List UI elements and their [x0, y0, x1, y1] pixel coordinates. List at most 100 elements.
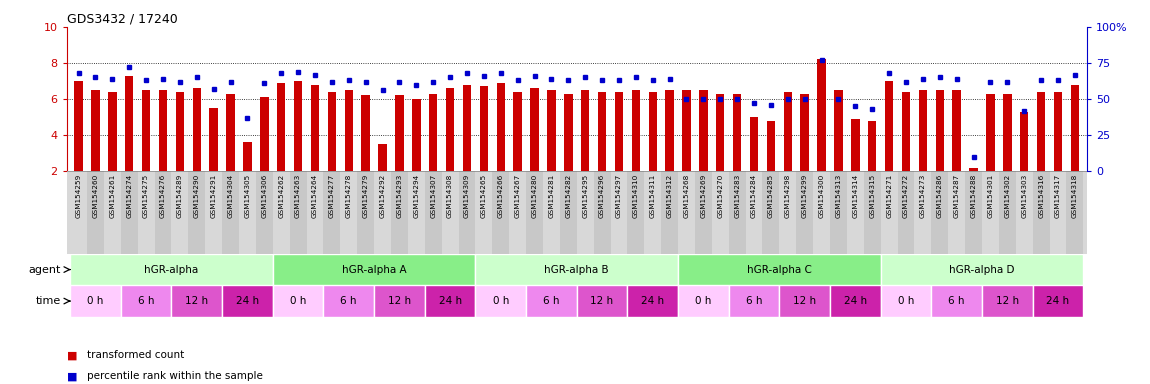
- Text: GSM154313: GSM154313: [836, 174, 842, 218]
- Text: 24 h: 24 h: [236, 296, 259, 306]
- Bar: [851, 119, 859, 171]
- Bar: [239, 171, 255, 254]
- Bar: [830, 285, 881, 317]
- Bar: [780, 171, 796, 254]
- Text: 6 h: 6 h: [340, 296, 356, 306]
- Bar: [952, 90, 961, 171]
- Bar: [982, 285, 1033, 317]
- Text: GSM154275: GSM154275: [143, 174, 150, 218]
- Bar: [121, 285, 171, 317]
- Bar: [547, 90, 555, 171]
- Bar: [424, 171, 442, 254]
- Bar: [881, 171, 898, 254]
- Text: hGR-alpha B: hGR-alpha B: [544, 265, 610, 275]
- Text: GSM154304: GSM154304: [228, 174, 233, 218]
- Bar: [682, 90, 691, 171]
- Text: 24 h: 24 h: [844, 296, 867, 306]
- Text: GSM154268: GSM154268: [683, 174, 690, 218]
- Bar: [361, 96, 370, 171]
- Bar: [277, 83, 285, 171]
- Text: GSM154277: GSM154277: [329, 174, 335, 218]
- Text: hGR-alpha A: hGR-alpha A: [342, 265, 406, 275]
- Text: GSM154271: GSM154271: [887, 174, 892, 218]
- Text: GSM154297: GSM154297: [616, 174, 622, 218]
- Text: 6 h: 6 h: [746, 296, 762, 306]
- Text: 0 h: 0 h: [696, 296, 712, 306]
- Text: 6 h: 6 h: [543, 296, 560, 306]
- Text: agent: agent: [29, 265, 61, 275]
- Bar: [1071, 84, 1079, 171]
- Text: GSM154312: GSM154312: [667, 174, 673, 218]
- Text: GSM154263: GSM154263: [296, 174, 301, 218]
- Bar: [323, 285, 374, 317]
- Bar: [222, 171, 239, 254]
- Bar: [699, 90, 707, 171]
- Bar: [581, 90, 590, 171]
- Bar: [982, 171, 999, 254]
- Text: GSM154292: GSM154292: [380, 174, 385, 218]
- Text: GSM154294: GSM154294: [413, 174, 420, 218]
- Text: 12 h: 12 h: [388, 296, 411, 306]
- Bar: [121, 171, 138, 254]
- Bar: [644, 171, 661, 254]
- Bar: [914, 171, 932, 254]
- Bar: [70, 285, 121, 317]
- Text: ■: ■: [67, 350, 77, 360]
- Bar: [75, 81, 83, 171]
- Bar: [1066, 171, 1083, 254]
- Bar: [462, 84, 471, 171]
- Bar: [733, 94, 742, 171]
- Text: GDS3432 / 17240: GDS3432 / 17240: [67, 13, 177, 26]
- Text: GSM154307: GSM154307: [430, 174, 436, 218]
- Bar: [497, 83, 505, 171]
- Text: transformed count: transformed count: [87, 350, 185, 360]
- Bar: [678, 285, 729, 317]
- Text: GSM154259: GSM154259: [76, 174, 82, 218]
- Text: GSM154309: GSM154309: [463, 174, 470, 218]
- Bar: [628, 285, 678, 317]
- Bar: [999, 171, 1015, 254]
- Text: GSM154281: GSM154281: [549, 174, 554, 218]
- Text: hGR-alpha C: hGR-alpha C: [748, 265, 812, 275]
- Text: 12 h: 12 h: [185, 296, 208, 306]
- Bar: [209, 108, 217, 171]
- Text: GSM154301: GSM154301: [988, 174, 994, 218]
- Bar: [307, 171, 323, 254]
- Bar: [898, 171, 914, 254]
- Bar: [932, 171, 949, 254]
- Bar: [227, 94, 235, 171]
- Text: GSM154299: GSM154299: [802, 174, 807, 218]
- Bar: [475, 285, 526, 317]
- Bar: [564, 94, 573, 171]
- Bar: [868, 121, 876, 171]
- Text: ■: ■: [67, 371, 77, 381]
- Text: GSM154296: GSM154296: [599, 174, 605, 218]
- Bar: [358, 171, 374, 254]
- Text: 0 h: 0 h: [290, 296, 306, 306]
- Bar: [576, 171, 593, 254]
- Bar: [615, 92, 623, 171]
- Text: GSM154267: GSM154267: [514, 174, 521, 218]
- Bar: [475, 254, 678, 285]
- Text: time: time: [36, 296, 61, 306]
- Bar: [408, 171, 424, 254]
- Text: GSM154286: GSM154286: [937, 174, 943, 218]
- Bar: [965, 171, 982, 254]
- Text: percentile rank within the sample: percentile rank within the sample: [87, 371, 263, 381]
- Text: GSM154291: GSM154291: [210, 174, 216, 218]
- Bar: [1053, 92, 1063, 171]
- Bar: [783, 92, 792, 171]
- Text: GSM154272: GSM154272: [903, 174, 908, 218]
- Bar: [678, 171, 695, 254]
- Text: GSM154287: GSM154287: [953, 174, 960, 218]
- Bar: [273, 254, 475, 285]
- Text: GSM154300: GSM154300: [819, 174, 825, 218]
- Bar: [108, 92, 116, 171]
- Text: GSM154285: GSM154285: [768, 174, 774, 218]
- Text: GSM154302: GSM154302: [1004, 174, 1011, 218]
- Bar: [678, 254, 881, 285]
- Text: GSM154282: GSM154282: [566, 174, 572, 218]
- Bar: [243, 142, 252, 171]
- Bar: [661, 171, 678, 254]
- Bar: [846, 171, 864, 254]
